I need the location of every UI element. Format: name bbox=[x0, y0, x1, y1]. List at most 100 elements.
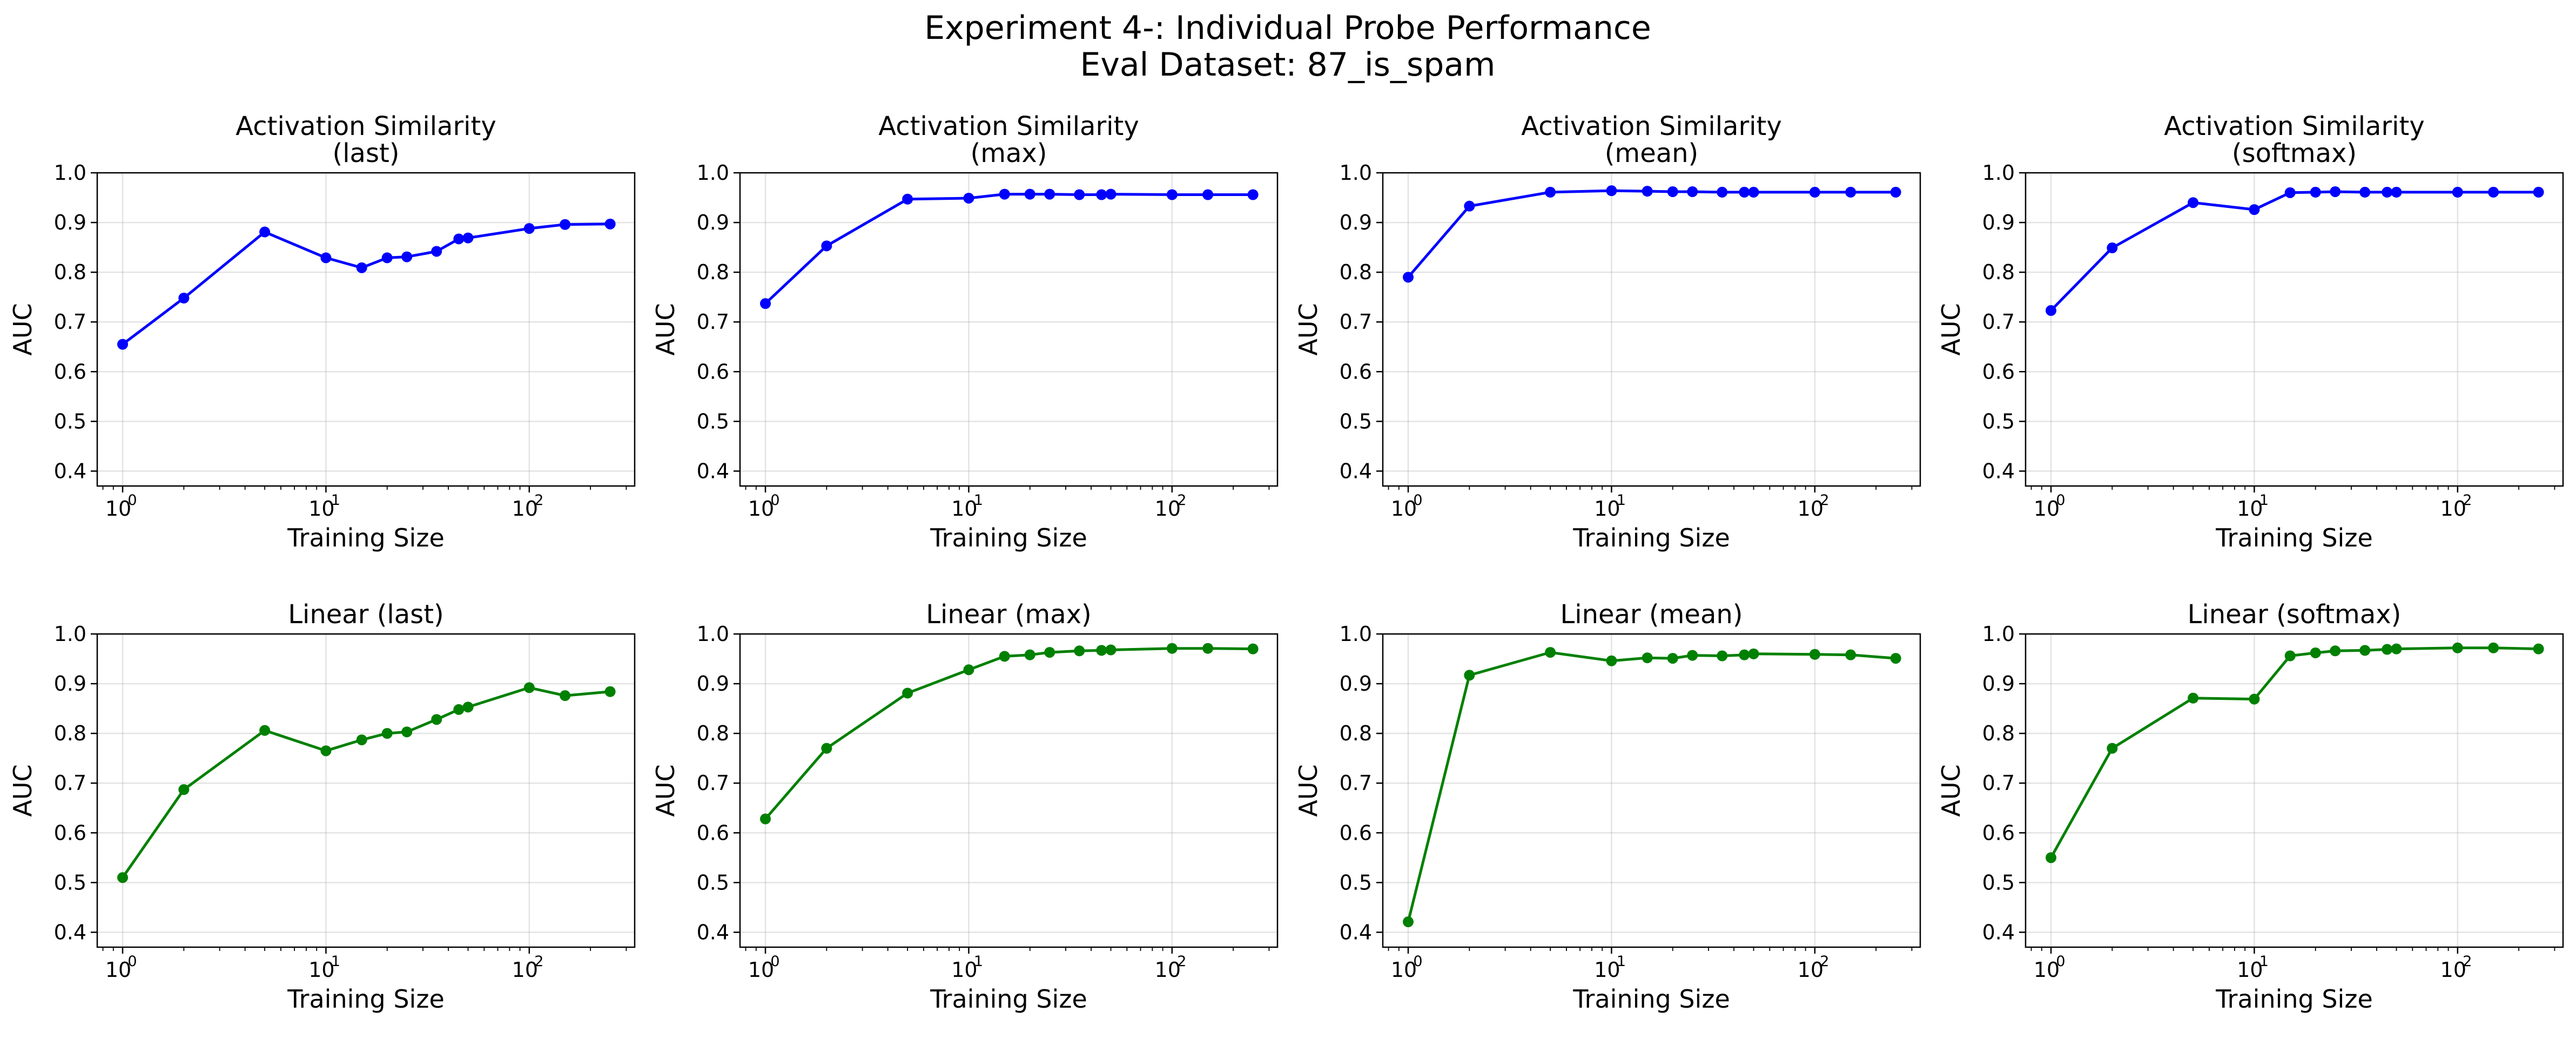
x-tick-exponent: 2 bbox=[534, 953, 543, 970]
x-tick-exponent: 2 bbox=[1820, 953, 1829, 970]
data-point bbox=[2452, 186, 2463, 198]
x-tick-exponent: 0 bbox=[1413, 492, 1422, 509]
data-point bbox=[2359, 645, 2371, 656]
y-tick-label: 1.0 bbox=[54, 161, 86, 185]
x-axis-label: Training Size bbox=[287, 984, 445, 1014]
data-point bbox=[462, 232, 474, 244]
data-point bbox=[1464, 670, 1475, 681]
x-tick-label: 10 bbox=[2034, 958, 2060, 982]
plot-frame bbox=[96, 633, 636, 948]
x-tick-exponent: 1 bbox=[331, 953, 340, 970]
data-point bbox=[821, 240, 832, 252]
y-tick-label: 0.6 bbox=[54, 821, 86, 845]
y-tick-label: 0.5 bbox=[54, 870, 86, 894]
x-tick-label: 10 bbox=[1594, 958, 1620, 982]
data-point bbox=[2188, 197, 2199, 208]
y-tick-label: 0.8 bbox=[54, 260, 86, 284]
subplot-4: Activation Similarity(softmax) 0.4 0.5 0.6 0… bbox=[1936, 111, 2564, 552]
x-tick-label: 10 bbox=[2237, 497, 2263, 521]
x-tick-label: 10 bbox=[1391, 497, 1417, 521]
data-point bbox=[1105, 188, 1117, 200]
data-point bbox=[356, 734, 367, 746]
subplot-title-line1: Activation Similarity bbox=[1521, 111, 1782, 141]
y-tick-label: 0.9 bbox=[697, 672, 729, 696]
x-tick-exponent: 1 bbox=[974, 492, 983, 509]
y-axis-label: AUC bbox=[651, 303, 680, 355]
data-point bbox=[381, 728, 393, 739]
x-tick-exponent: 1 bbox=[974, 953, 983, 970]
x-tick-exponent: 2 bbox=[1177, 953, 1186, 970]
data-point bbox=[821, 743, 832, 754]
data-point bbox=[2330, 645, 2341, 657]
data-point bbox=[431, 246, 442, 257]
figure-suptitle-line2: Eval Dataset: 87_is_spam bbox=[1080, 46, 1495, 84]
y-tick-label: 0.9 bbox=[1982, 672, 2015, 696]
subplot-title: Linear (last) bbox=[288, 599, 443, 630]
data-point bbox=[1166, 189, 1178, 200]
data-point bbox=[604, 218, 616, 230]
plot-frame bbox=[739, 633, 1279, 948]
y-tick-label: 1.0 bbox=[697, 622, 729, 646]
y-tick-label: 0.5 bbox=[697, 409, 729, 433]
x-tick-label: 10 bbox=[512, 958, 538, 982]
data-point bbox=[1717, 186, 1728, 198]
x-tick-label: 10 bbox=[1798, 497, 1824, 521]
data-point bbox=[560, 690, 571, 701]
y-axis-label: AUC bbox=[1294, 303, 1323, 355]
x-tick-exponent: 2 bbox=[1177, 492, 1186, 509]
subplot-title-line2: (max) bbox=[970, 138, 1047, 168]
subplot-3: Activation Similarity(mean) 0.4 0.5 0.6 0.7 0… bbox=[1294, 111, 1921, 552]
x-axis-label: Training Size bbox=[1572, 984, 1730, 1014]
y-tick-label: 0.4 bbox=[1982, 459, 2015, 483]
data-point bbox=[2107, 743, 2118, 754]
y-tick-label: 0.6 bbox=[1340, 360, 1372, 383]
y-tick-label: 0.4 bbox=[54, 920, 86, 944]
x-tick-exponent: 0 bbox=[770, 953, 779, 970]
data-point bbox=[1024, 188, 1035, 200]
x-tick-exponent: 1 bbox=[1617, 492, 1626, 509]
data-point bbox=[1096, 645, 1107, 656]
y-axis-label: AUC bbox=[1294, 764, 1323, 816]
data-point bbox=[902, 687, 913, 699]
x-tick-label: 10 bbox=[951, 497, 977, 521]
data-point bbox=[963, 664, 974, 676]
x-tick-label: 10 bbox=[748, 497, 774, 521]
y-tick-label: 1.0 bbox=[697, 161, 729, 185]
data-point bbox=[2249, 204, 2260, 215]
x-tick-exponent: 2 bbox=[1820, 492, 1829, 509]
x-tick-exponent: 2 bbox=[2463, 953, 2472, 970]
x-tick-exponent: 1 bbox=[2259, 492, 2269, 509]
y-tick-label: 0.8 bbox=[697, 721, 729, 745]
data-point bbox=[462, 701, 474, 713]
data-point bbox=[259, 725, 271, 736]
subplot-title: Linear (softmax) bbox=[2188, 599, 2402, 630]
data-point bbox=[1739, 649, 1750, 660]
data-point bbox=[401, 251, 413, 262]
plot-frame bbox=[96, 172, 636, 487]
x-axis-label: Training Size bbox=[1572, 523, 1730, 552]
x-axis-label: Training Size bbox=[2215, 984, 2373, 1014]
y-tick-label: 0.4 bbox=[54, 459, 86, 483]
y-tick-label: 0.4 bbox=[1340, 459, 1372, 483]
data-point bbox=[2310, 647, 2321, 658]
data-point bbox=[2533, 643, 2544, 654]
data-point bbox=[2046, 852, 2057, 863]
subplot-8: Linear (softmax)0.40.50.60.70.80.91.0100… bbox=[1936, 599, 2564, 1014]
subplot-grid: Activation Similarity(last)0.40.50.60.70… bbox=[8, 111, 2564, 1014]
y-tick-label: 0.6 bbox=[1982, 821, 2015, 845]
data-point bbox=[1809, 186, 1820, 198]
y-tick-label: 0.6 bbox=[54, 360, 86, 383]
data-point bbox=[1202, 643, 1214, 654]
data-point bbox=[453, 233, 465, 245]
x-tick-label: 10 bbox=[1391, 958, 1417, 982]
data-point bbox=[1074, 645, 1085, 657]
y-tick-label: 0.7 bbox=[1340, 771, 1372, 795]
y-tick-label: 1.0 bbox=[1340, 161, 1372, 185]
x-tick-exponent: 0 bbox=[1413, 953, 1422, 970]
y-tick-label: 1.0 bbox=[1340, 622, 1372, 646]
data-point bbox=[1105, 644, 1117, 656]
data-point bbox=[2284, 650, 2296, 662]
x-tick-label: 10 bbox=[1155, 958, 1181, 982]
